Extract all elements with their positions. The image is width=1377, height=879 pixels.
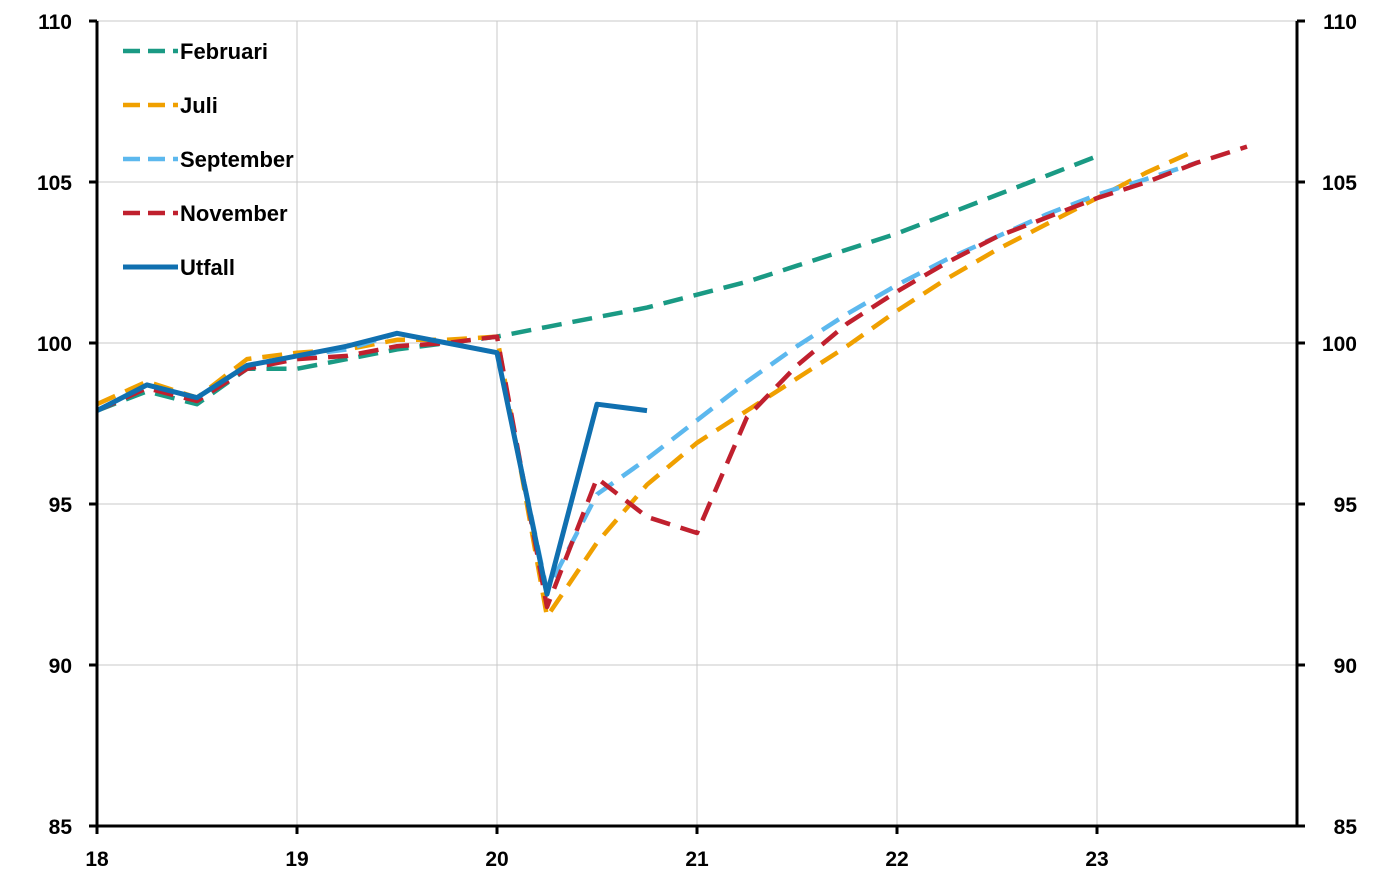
y-tick-label-right: 110 xyxy=(1323,11,1357,34)
legend-item-februari: Februari xyxy=(123,39,268,64)
y-tick-label-left: 85 xyxy=(49,816,73,839)
y-tick-label-right: 95 xyxy=(1334,494,1358,517)
y-tick-label-right: 85 xyxy=(1334,816,1358,839)
series-line-september xyxy=(95,160,1198,594)
series-line-februari xyxy=(96,154,1098,413)
y-tick-label-right: 100 xyxy=(1322,333,1357,356)
y-tick-label-left: 90 xyxy=(49,655,72,678)
x-tick-label: 23 xyxy=(1085,848,1108,871)
y-tick-label-right: 105 xyxy=(1322,172,1357,195)
series-line-juli xyxy=(96,147,1198,619)
x-tick-label: 21 xyxy=(685,848,709,871)
legend-label: Februari xyxy=(180,39,268,64)
series-line-utfall xyxy=(95,330,648,597)
legend: Februari Juli September November Utfall xyxy=(123,39,294,280)
axes xyxy=(89,19,1305,834)
legend-item-september: September xyxy=(123,147,294,172)
y-tick-label-left: 95 xyxy=(49,494,73,517)
legend-label: November xyxy=(180,201,288,226)
legend-label: Juli xyxy=(180,93,218,118)
x-tick-label: 20 xyxy=(485,848,508,871)
y-tick-label-right: 90 xyxy=(1334,655,1357,678)
y-tick-label-left: 105 xyxy=(37,172,72,195)
legend-item-utfall: Utfall xyxy=(123,255,235,280)
x-tick-label: 19 xyxy=(285,848,308,871)
series-lines xyxy=(95,144,1248,619)
legend-item-november: November xyxy=(123,201,288,226)
grid xyxy=(97,20,1297,826)
legend-item-juli: Juli xyxy=(123,93,218,118)
x-tick-label: 22 xyxy=(885,848,908,871)
legend-label: Utfall xyxy=(180,255,235,280)
y-tick-label-left: 110 xyxy=(38,11,72,34)
tick-labels: 85 85 90 90 95 95 100 100 105 105 110 110 18 19 20 21 22… xyxy=(37,11,1357,871)
x-tick-label: 18 xyxy=(85,848,109,871)
y-tick-label-left: 100 xyxy=(37,333,72,356)
legend-label: September xyxy=(180,147,294,172)
